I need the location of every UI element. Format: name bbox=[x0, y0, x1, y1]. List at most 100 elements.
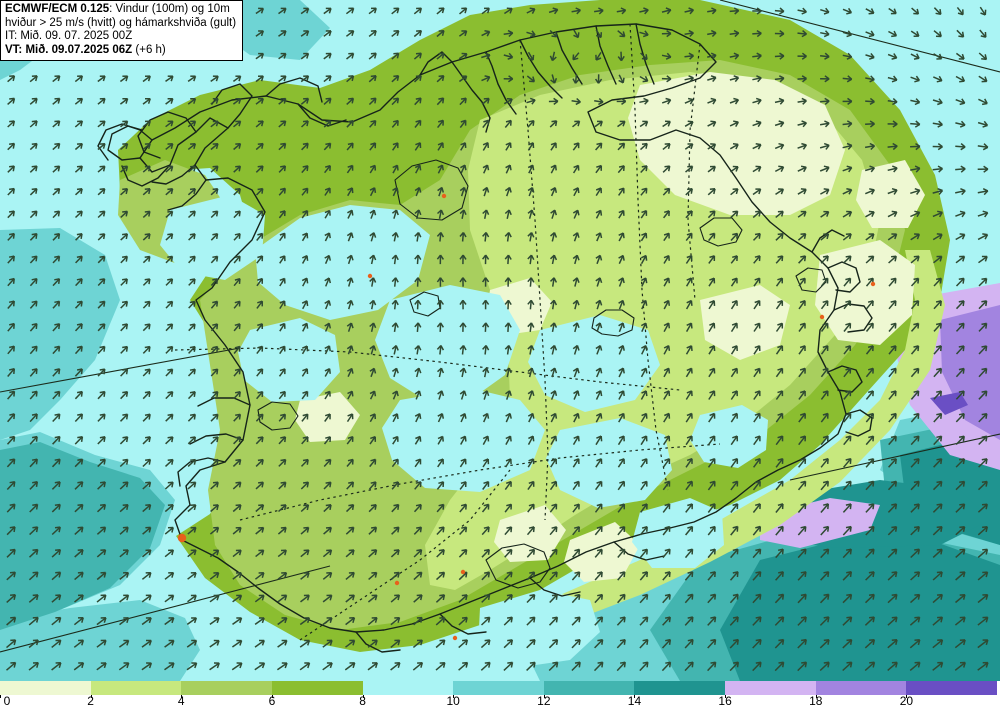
wind-arrow-head bbox=[234, 323, 241, 327]
wind-arrow bbox=[119, 572, 129, 580]
wind-arrow-head bbox=[261, 436, 264, 443]
wind-arrow bbox=[617, 503, 625, 513]
wind-arrow-head bbox=[32, 571, 38, 574]
wind-arrow-head bbox=[663, 390, 670, 394]
wind-arrow bbox=[574, 255, 578, 265]
wind-arrow-head bbox=[459, 322, 464, 328]
wind-arrow-head bbox=[550, 142, 557, 146]
wind-arrow bbox=[323, 30, 332, 37]
wind-arrow-head bbox=[148, 323, 151, 330]
wind-arrow-head bbox=[238, 98, 242, 104]
wind-arrow bbox=[910, 167, 920, 171]
city-marker-marker-3[interactable] bbox=[394, 580, 400, 586]
wind-arrow-head bbox=[284, 436, 287, 443]
wind-arrow-head bbox=[189, 345, 196, 349]
wind-arrow-head bbox=[938, 190, 944, 195]
wind-arrow-head bbox=[510, 526, 513, 533]
wind-arrow-head bbox=[872, 639, 876, 645]
wind-arrow-head bbox=[917, 481, 920, 487]
wind-arrow-head bbox=[505, 142, 511, 146]
wind-arrow-head bbox=[781, 594, 785, 600]
wind-arrow bbox=[142, 143, 151, 150]
wind-arrow bbox=[345, 504, 355, 513]
wind-arrow bbox=[910, 211, 920, 218]
wind-arrow-head bbox=[714, 662, 717, 668]
wind-arrow-head bbox=[600, 143, 603, 149]
city-marker-marker-8[interactable] bbox=[870, 281, 876, 287]
wind-arrow bbox=[573, 29, 579, 38]
wind-arrow-head bbox=[374, 617, 378, 623]
wind-arrow-head bbox=[167, 345, 173, 349]
wind-arrow-head bbox=[663, 345, 670, 349]
wind-arrow-head bbox=[484, 661, 490, 664]
wind-arrow-head bbox=[171, 504, 174, 511]
wind-arrow-head bbox=[731, 367, 738, 371]
wind-arrow-head bbox=[301, 255, 308, 259]
wind-arrow-head bbox=[418, 187, 422, 193]
wind-arrow bbox=[210, 188, 219, 196]
city-marker-marker-6[interactable] bbox=[819, 314, 825, 320]
wind-arrow bbox=[278, 120, 287, 128]
wind-arrow bbox=[888, 345, 897, 355]
city-marker-group[interactable] bbox=[177, 193, 876, 641]
wind-arrow bbox=[978, 300, 988, 310]
wind-arrow-head bbox=[983, 190, 989, 196]
wind-arrow bbox=[438, 368, 443, 378]
wind-arrow-head bbox=[984, 98, 988, 104]
wind-arrow bbox=[955, 322, 965, 332]
wind-arrow-head bbox=[916, 53, 920, 59]
city-marker-marker-5[interactable] bbox=[367, 273, 373, 279]
city-marker-reykjavik[interactable] bbox=[177, 533, 187, 543]
wind-arrow-head bbox=[823, 548, 829, 551]
wind-arrow-head bbox=[846, 120, 853, 125]
wind-arrow-head bbox=[621, 100, 627, 106]
wind-arrow-head bbox=[939, 300, 942, 307]
wind-arrow bbox=[142, 300, 151, 309]
wind-arrow bbox=[843, 413, 852, 423]
wind-arrow-head bbox=[777, 390, 783, 394]
wind-arrow bbox=[484, 232, 487, 242]
wind-arrow bbox=[707, 54, 717, 58]
map-canvas[interactable]: ECMWF/ECM 0.125: Vindur (100m) og 10m hv… bbox=[0, 0, 1000, 681]
city-marker-marker-4[interactable] bbox=[452, 635, 458, 641]
wind-arrow-head bbox=[733, 75, 739, 79]
wind-arrow-head bbox=[351, 368, 354, 374]
wind-arrow-head bbox=[442, 572, 446, 578]
wind-arrow bbox=[97, 233, 106, 241]
wind-arrow bbox=[506, 232, 510, 242]
city-marker-marker-7[interactable] bbox=[460, 569, 466, 575]
wind-arrow bbox=[460, 164, 466, 174]
wind-arrow-head bbox=[148, 572, 152, 578]
wind-arrow bbox=[74, 504, 84, 513]
wind-arrow bbox=[187, 165, 196, 173]
wind-arrow-head bbox=[328, 277, 332, 284]
wind-arrow-head bbox=[869, 661, 875, 664]
wind-arrow bbox=[279, 300, 286, 310]
wind-arrow-head bbox=[532, 549, 536, 555]
wind-arrow-head bbox=[527, 412, 534, 417]
wind-arrow bbox=[210, 233, 219, 241]
wind-forecast-map[interactable] bbox=[0, 0, 1000, 681]
wind-arrow bbox=[730, 210, 739, 219]
wind-arrow-head bbox=[325, 526, 332, 529]
wind-arrow-head bbox=[985, 323, 988, 329]
wind-arrow-head bbox=[939, 278, 942, 284]
wind-arrow bbox=[29, 390, 38, 400]
wind-arrow-head bbox=[712, 99, 717, 105]
wind-arrow-head bbox=[306, 300, 309, 307]
wind-arrow-head bbox=[280, 504, 286, 507]
colorbar-tickmark bbox=[543, 695, 545, 698]
wind-arrow-head bbox=[640, 299, 647, 304]
wind-arrow bbox=[210, 459, 219, 467]
wind-arrow-head bbox=[731, 300, 738, 304]
wind-arrow bbox=[639, 548, 648, 558]
wind-arrow-head bbox=[436, 254, 442, 260]
wind-arrow-head bbox=[481, 277, 487, 283]
wind-arrow-head bbox=[508, 32, 514, 38]
wind-arrow bbox=[165, 391, 174, 400]
wind-arrow-head bbox=[962, 526, 966, 532]
city-marker-akureyri[interactable] bbox=[441, 193, 447, 199]
wind-arrow bbox=[73, 639, 84, 648]
wind-arrow bbox=[347, 345, 353, 355]
wind-arrow bbox=[301, 345, 308, 355]
